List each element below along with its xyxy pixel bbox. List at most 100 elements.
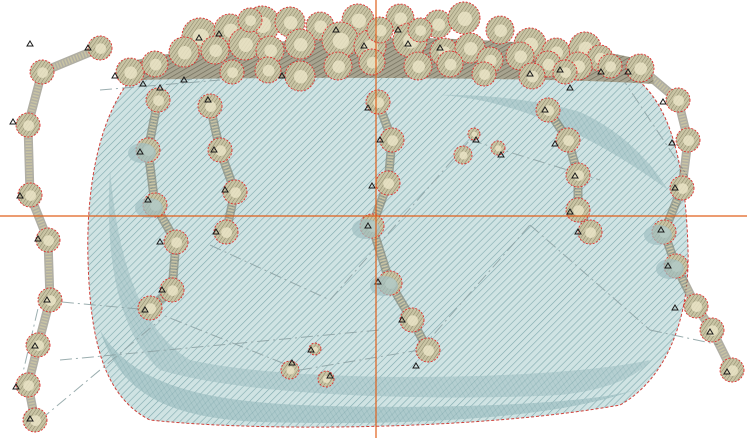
french-knot[interactable] bbox=[665, 87, 691, 113]
french-knot-cluster[interactable] bbox=[115, 1, 655, 92]
french-knot[interactable] bbox=[375, 170, 401, 196]
french-knot[interactable] bbox=[213, 219, 239, 245]
knot-center bbox=[673, 95, 684, 106]
french-knot[interactable] bbox=[683, 293, 709, 319]
knot-center bbox=[230, 187, 242, 199]
knot-center bbox=[294, 38, 308, 52]
french-knot[interactable] bbox=[317, 370, 335, 388]
french-knot[interactable] bbox=[625, 53, 655, 83]
guide-line bbox=[209, 244, 331, 301]
stitch-marker-icon bbox=[9, 118, 17, 125]
french-knot[interactable] bbox=[415, 337, 441, 363]
stitch-marker-icon bbox=[288, 359, 296, 366]
knot-center bbox=[312, 346, 318, 352]
french-knot[interactable] bbox=[222, 179, 248, 205]
knot-center bbox=[171, 237, 183, 249]
french-knot[interactable] bbox=[137, 295, 163, 321]
french-knot[interactable] bbox=[399, 307, 425, 333]
french-knot[interactable] bbox=[22, 407, 48, 433]
french-knot[interactable] bbox=[675, 127, 701, 153]
guide-line bbox=[149, 309, 301, 371]
bowl-body[interactable] bbox=[87, 75, 689, 428]
french-knot[interactable] bbox=[535, 97, 561, 123]
french-knot[interactable] bbox=[467, 127, 481, 141]
stitch-marker-icon bbox=[141, 306, 149, 313]
french-knot[interactable] bbox=[163, 229, 189, 255]
stitch-marker-icon bbox=[156, 238, 164, 245]
french-knot[interactable] bbox=[358, 48, 386, 76]
french-knot[interactable] bbox=[37, 287, 63, 313]
knot-center bbox=[209, 44, 222, 57]
french-knot[interactable] bbox=[15, 372, 41, 398]
knot-center bbox=[322, 375, 330, 383]
french-knot[interactable] bbox=[471, 61, 497, 87]
knot-center bbox=[432, 18, 446, 32]
stitch-marker-icon bbox=[624, 68, 632, 75]
french-knot[interactable] bbox=[87, 35, 113, 61]
floating-knots[interactable] bbox=[280, 127, 506, 388]
french-knot[interactable] bbox=[436, 50, 464, 78]
french-knot[interactable] bbox=[308, 342, 322, 356]
stitch-marker-icon bbox=[723, 368, 731, 375]
french-knot[interactable] bbox=[29, 59, 55, 85]
french-knot[interactable] bbox=[577, 219, 603, 245]
french-knot[interactable] bbox=[284, 28, 316, 60]
french-knot[interactable] bbox=[447, 1, 481, 35]
french-knot[interactable] bbox=[228, 27, 262, 61]
french-knot[interactable] bbox=[254, 56, 282, 84]
french-knot[interactable] bbox=[453, 145, 473, 165]
knot-center bbox=[412, 60, 426, 73]
knot-center bbox=[407, 315, 418, 326]
french-knot[interactable] bbox=[141, 50, 169, 78]
french-knot[interactable] bbox=[490, 140, 506, 156]
french-knot[interactable] bbox=[366, 16, 394, 44]
stitch-marker-icon bbox=[180, 76, 188, 83]
french-knot[interactable] bbox=[219, 59, 245, 85]
french-knot[interactable] bbox=[17, 182, 43, 208]
french-knot[interactable] bbox=[669, 175, 695, 201]
stitch-marker-icon bbox=[551, 140, 559, 147]
french-knot[interactable] bbox=[699, 317, 725, 343]
french-knot[interactable] bbox=[207, 137, 233, 163]
guide-line bbox=[419, 224, 531, 351]
french-knot[interactable] bbox=[555, 127, 581, 153]
knot-center bbox=[262, 64, 275, 77]
french-knot[interactable] bbox=[200, 35, 230, 65]
french-knot[interactable] bbox=[518, 62, 546, 90]
french-knot[interactable] bbox=[505, 41, 535, 71]
knot-center bbox=[149, 58, 162, 71]
french-knot[interactable] bbox=[597, 53, 623, 79]
french-knot[interactable] bbox=[284, 60, 316, 92]
stitch-marker-icon bbox=[26, 40, 34, 47]
french-knot[interactable] bbox=[565, 162, 591, 188]
knot-center bbox=[284, 16, 298, 30]
french-knot[interactable] bbox=[237, 7, 263, 33]
french-knot[interactable] bbox=[552, 59, 578, 85]
french-knot[interactable] bbox=[485, 15, 515, 45]
french-knot[interactable] bbox=[15, 112, 41, 138]
knot-center bbox=[25, 190, 36, 202]
french-knot[interactable] bbox=[115, 57, 145, 87]
french-knot[interactable] bbox=[159, 277, 185, 303]
french-knot[interactable] bbox=[145, 87, 171, 113]
french-knot[interactable] bbox=[168, 36, 200, 68]
tentacle-strands[interactable] bbox=[15, 35, 745, 433]
french-knot[interactable] bbox=[255, 35, 285, 65]
stitch-marker-icon bbox=[436, 44, 444, 51]
guide-line bbox=[39, 299, 151, 311]
french-knot[interactable] bbox=[719, 357, 745, 383]
french-knot[interactable] bbox=[25, 332, 51, 358]
knot-center bbox=[153, 95, 165, 106]
french-knot[interactable] bbox=[323, 51, 353, 81]
french-knot[interactable] bbox=[407, 17, 433, 43]
french-knot[interactable] bbox=[403, 51, 433, 81]
bowl-lower-band bbox=[100, 330, 640, 424]
knot-center bbox=[514, 50, 527, 63]
french-knot[interactable] bbox=[197, 93, 223, 119]
french-knot[interactable] bbox=[379, 127, 405, 153]
stitch-marker-icon bbox=[526, 70, 534, 77]
guide-line bbox=[59, 329, 381, 361]
french-knot[interactable] bbox=[321, 21, 359, 59]
french-knot[interactable] bbox=[35, 227, 61, 253]
